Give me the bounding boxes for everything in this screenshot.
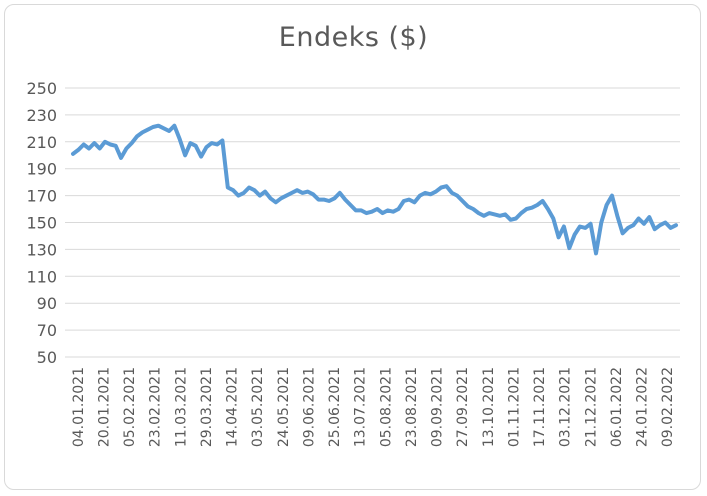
x-tick-label: 20.01.2021 bbox=[96, 367, 112, 447]
y-tick-label: 70 bbox=[37, 321, 57, 340]
x-tick-label: 09.02.2022 bbox=[660, 367, 676, 447]
y-tick-label: 250 bbox=[26, 79, 57, 98]
x-tick-label: 29.03.2021 bbox=[199, 367, 215, 447]
x-tick-label: 05.08.2021 bbox=[378, 367, 394, 447]
x-tick-label: 03.05.2021 bbox=[250, 367, 266, 447]
x-axis-ticks: 04.01.2021 20.01.2021 05.02.2021 23.02.2021… bbox=[71, 367, 676, 447]
y-tick-label: 50 bbox=[37, 348, 57, 367]
x-tick-label: 09.06.2021 bbox=[301, 367, 317, 447]
x-tick-label: 05.02.2021 bbox=[122, 367, 138, 447]
x-tick-label: 23.02.2021 bbox=[148, 367, 164, 447]
chart-title: Endeks ($) bbox=[278, 22, 429, 53]
x-tick-label: 06.01.2022 bbox=[609, 367, 625, 447]
x-tick-label: 23.08.2021 bbox=[404, 367, 420, 447]
x-tick-label: 09.09.2021 bbox=[430, 367, 446, 447]
gridlines bbox=[65, 87, 680, 358]
y-tick-label: 90 bbox=[37, 294, 57, 313]
x-tick-label: 24.05.2021 bbox=[276, 367, 292, 447]
y-tick-label: 150 bbox=[26, 214, 57, 233]
y-tick-label: 190 bbox=[26, 160, 57, 179]
x-tick-label: 01.11.2021 bbox=[506, 367, 522, 447]
x-tick-label: 24.01.2022 bbox=[635, 367, 651, 447]
series-group bbox=[71, 123, 678, 256]
x-tick-label: 11.03.2021 bbox=[173, 367, 189, 447]
series-line-0 bbox=[71, 123, 678, 256]
chart-frame bbox=[4, 4, 701, 490]
x-tick-label: 13.07.2021 bbox=[353, 367, 369, 447]
x-tick-label: 25.06.2021 bbox=[327, 367, 343, 447]
y-tick-label: 170 bbox=[26, 187, 57, 206]
y-tick-label: 110 bbox=[26, 267, 57, 286]
x-tick-label: 13.10.2021 bbox=[481, 367, 497, 447]
x-tick-label: 03.12.2021 bbox=[558, 367, 574, 447]
y-tick-label: 210 bbox=[26, 133, 57, 152]
x-tick-label: 17.11.2021 bbox=[532, 367, 548, 447]
x-tick-label: 21.12.2021 bbox=[583, 367, 599, 447]
y-tick-label: 130 bbox=[26, 240, 57, 259]
y-axis-ticks: 50 70 90 110 130 150 170 190 210 230 250 bbox=[26, 79, 57, 367]
x-tick-label: 14.04.2021 bbox=[225, 367, 241, 447]
x-tick-label: 04.01.2021 bbox=[71, 367, 87, 447]
y-tick-label: 230 bbox=[26, 106, 57, 125]
x-tick-label: 27.09.2021 bbox=[455, 367, 471, 447]
